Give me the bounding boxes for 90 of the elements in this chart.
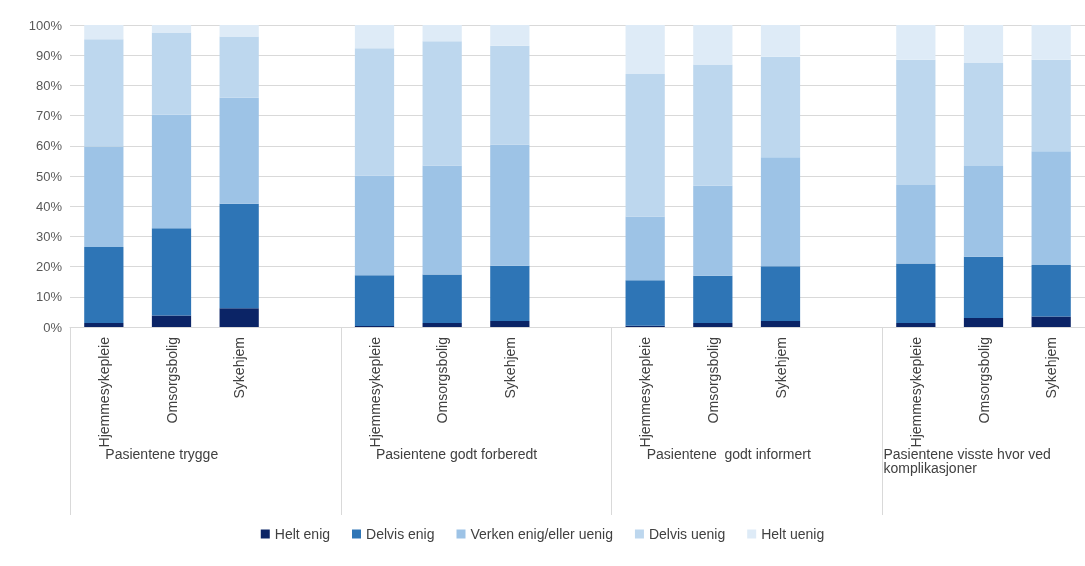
x-tick-label: Sykehjem [231,337,248,399]
bar [896,185,936,264]
bar [693,323,733,327]
bar [760,266,801,321]
y-tick-label: 100% [28,17,63,33]
x-tick-label: Sykehjem [1043,337,1060,399]
bar [490,25,530,46]
bar [219,36,259,98]
bar [896,323,936,327]
x-tick-label: Hjemmesykepleie [366,336,383,448]
bar [422,41,462,166]
bar [422,274,462,324]
x-tick-label: Omsorgsbolig [434,337,451,424]
bar [219,308,259,327]
bar [151,228,192,316]
bar [490,45,530,145]
bar [151,315,192,327]
bar [219,25,259,37]
bar [219,203,259,309]
legend-label: Helt enig [274,526,331,542]
bar [151,32,192,115]
x-tick-label: Omsorgsbolig [163,337,180,424]
bar [1031,316,1071,327]
y-tick-label: 80% [35,77,63,93]
legend-label: Delvis enig [366,526,435,542]
y-tick-label: 40% [35,198,63,214]
bar [1031,265,1071,317]
bar [963,25,1004,64]
y-tick-label: 50% [35,168,63,184]
y-tick-label: 0% [43,319,63,335]
bar [422,165,462,275]
bar [625,25,665,74]
bar [422,323,462,327]
bar [760,157,801,267]
text: Pasientene godt informert [646,446,811,462]
x-tick-label: Sykehjem [772,337,789,399]
x-tick-label: Hjemmesykepleie [95,336,112,448]
y-tick-label: 30% [35,228,63,244]
bar [896,25,936,60]
bar [963,63,1004,167]
bar [963,317,1004,327]
bar [760,56,801,158]
bar [896,59,936,186]
bar [1031,59,1071,152]
bar [84,25,124,40]
bar [490,144,530,266]
text: Pasientene trygge [105,446,219,462]
bar [963,256,1004,318]
bar [625,280,665,326]
x-tick-label: Omsorgsbolig [975,337,992,424]
bar [625,73,665,217]
bar [490,320,530,327]
x-tick-label: Omsorgsbolig [704,337,721,424]
bar [693,25,733,65]
y-tick-label: 70% [35,108,63,124]
bar [693,64,733,186]
bar [1031,151,1071,266]
bar [354,48,395,176]
bar [963,166,1004,257]
bar [84,246,124,324]
x-tick-label: Hjemmesykepleie [907,336,924,448]
y-tick-label: 10% [35,289,63,305]
bar [1031,25,1071,60]
text: Pasientene visste hvor ved komplikasjoner [883,446,1055,476]
bar [151,114,192,229]
bar [84,39,124,147]
bar [84,146,124,247]
bar [760,25,801,57]
bar [219,97,259,204]
x-tick-label: Hjemmesykepleie [637,336,654,448]
y-tick-label: 20% [35,259,63,275]
legend-label: Verken enig/eller uenig [470,526,613,542]
bar [422,25,462,42]
bar [354,175,395,276]
text: Pasientene godt forberedt [376,446,538,462]
bar [151,25,192,33]
x-tick-label: Sykehjem [501,337,518,399]
bar [354,25,395,49]
legend-label: Delvis uenig [648,526,726,542]
bar [760,320,801,327]
bar [84,323,124,327]
bar [490,265,530,321]
bar [896,263,936,324]
bar [625,216,665,281]
bar [354,275,395,327]
y-tick-label: 90% [35,47,63,63]
legend-label: Helt uenig [761,526,825,542]
y-tick-label: 60% [35,138,63,154]
bar [693,275,733,324]
bar [693,185,733,276]
